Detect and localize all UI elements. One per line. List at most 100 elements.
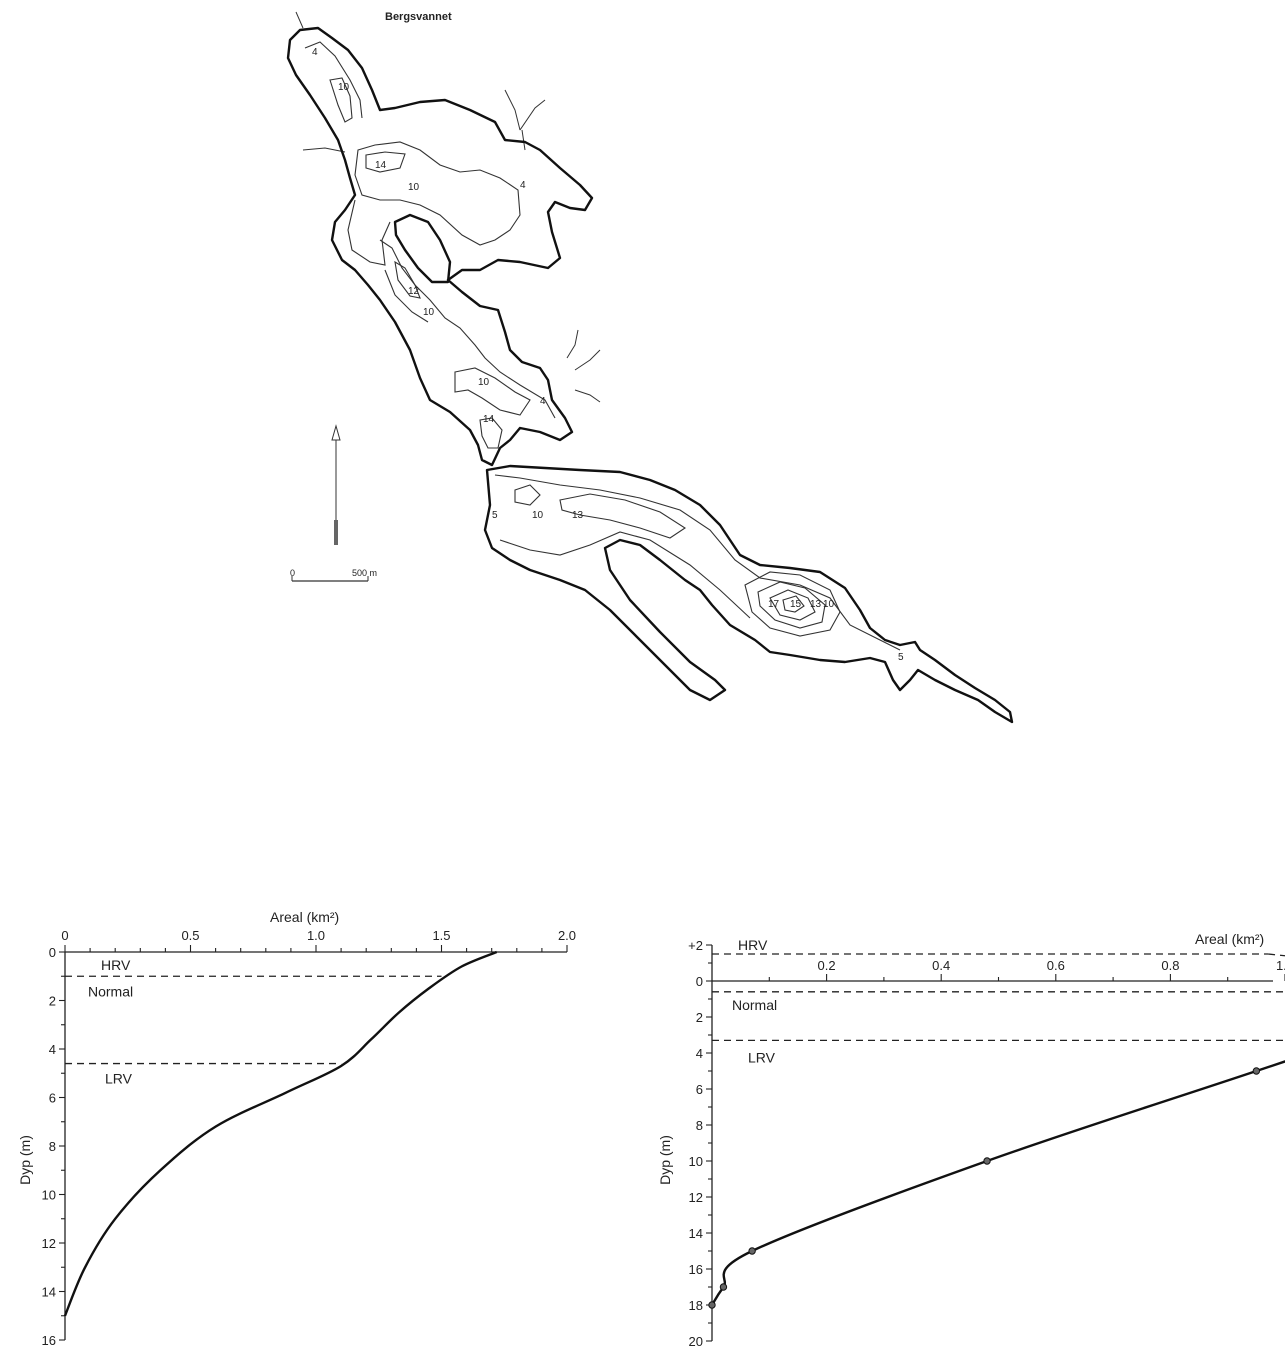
contour-label: 4 (520, 180, 526, 191)
contour-label: 14 (375, 160, 387, 171)
contour-line (559, 493, 687, 539)
stream (566, 329, 601, 403)
contour-label: 5 (492, 510, 498, 521)
level-label-lrv: LRV (748, 1049, 776, 1065)
stream (504, 89, 546, 151)
scale-label: 500 m (352, 568, 377, 578)
contour-label: 4 (312, 47, 318, 58)
y-tick-label: 0 (49, 945, 56, 960)
contour-label: 4 (540, 396, 546, 407)
contour-label: 10 (823, 599, 835, 610)
contour-label: 15 (790, 599, 802, 610)
y-axis-label: Dyp (m) (17, 1135, 33, 1185)
y-tick-label: 10 (42, 1188, 56, 1203)
y-tick-label: 18 (689, 1298, 703, 1313)
level-label-normal: Normal (88, 983, 133, 999)
y-tick-label: 0 (696, 974, 703, 989)
scale-zero: 0 (290, 568, 295, 578)
contour-line (347, 199, 391, 266)
y-tick-label: 10 (689, 1154, 703, 1169)
y-tick-label: 12 (42, 1236, 56, 1251)
x-axis-label: Areal (km²) (270, 909, 339, 925)
contour-line (782, 595, 805, 613)
y-tick-label: 2 (49, 994, 56, 1009)
island (393, 213, 452, 284)
contour-line (384, 269, 429, 323)
stream (295, 11, 304, 29)
contour-label: 10 (478, 377, 490, 388)
contour-label: 13 (572, 510, 584, 521)
y-tick-label: 2 (696, 1010, 703, 1025)
level-label-hrv: HRV (101, 957, 131, 973)
data-point (708, 1301, 716, 1309)
shoreline (483, 464, 1014, 724)
contour-label: 13 (810, 599, 822, 610)
x-tick-label: 2.0 (558, 928, 576, 943)
area-depth-chart-2: Areal (km²) Dyp (m) 0.20.40.60.81.01.21.… (657, 931, 1285, 1348)
y-tick-label: 6 (49, 1091, 56, 1106)
data-point (748, 1247, 756, 1255)
level-label-normal: Normal (732, 997, 777, 1013)
area-depth-chart-1: Areal (km²) Dyp (m) 0 0.5 1.0 1.5 2.0 0 2 4 6 8 10… (17, 909, 576, 1348)
level-label-hrv: HRV (738, 937, 768, 953)
x-tick-label: 1.0 (1276, 958, 1285, 973)
data-point (1252, 1067, 1261, 1075)
contour-label: 10 (408, 182, 420, 193)
contour-line (379, 239, 556, 419)
y-tick-label: 4 (696, 1046, 703, 1061)
contour-label: 14 (483, 414, 495, 425)
contour-line (769, 589, 816, 621)
north-arrow-icon (331, 424, 341, 545)
y-tick-label: +2 (688, 938, 703, 953)
contour-line (514, 484, 541, 506)
y-tick-label: 16 (42, 1333, 56, 1348)
y-tick-label: 8 (49, 1139, 56, 1154)
scale-bar: 0 500 m (290, 568, 377, 582)
contour-line (329, 77, 353, 123)
x-tick-label: 1.0 (307, 928, 325, 943)
contour-label: 10 (423, 307, 435, 318)
x-tick-label: 0.4 (932, 958, 950, 973)
x-tick-label: 1.5 (432, 928, 450, 943)
contour-line (744, 571, 841, 637)
area-depth-curve (63, 950, 498, 1317)
y-tick-label: 14 (689, 1226, 703, 1241)
y-tick-label: 16 (689, 1262, 703, 1277)
y-tick-label: 8 (696, 1118, 703, 1133)
contour-line (494, 474, 901, 651)
shoreline (286, 26, 594, 467)
contour-line (479, 417, 503, 449)
data-point (983, 1157, 991, 1165)
map-title: Bergsvannet (385, 11, 452, 23)
y-tick-label: 6 (696, 1082, 703, 1097)
stream (302, 147, 346, 153)
y-tick-label: 20 (689, 1334, 703, 1348)
x-tick-label: 0.8 (1161, 958, 1179, 973)
contour-label: 10 (532, 510, 544, 521)
contour-line (354, 141, 521, 246)
contour-line (365, 151, 406, 173)
contour-labels: 4 10 14 10 4 12 10 10 4 14 5 10 13 17 15… (312, 47, 904, 663)
contour-line (757, 581, 826, 629)
x-tick-label: 0 (61, 928, 68, 943)
contour-label: 17 (768, 599, 780, 610)
contour-line (454, 367, 531, 416)
x-tick-label: 0.6 (1047, 958, 1065, 973)
x-axis-label: Areal (km²) (1195, 931, 1264, 947)
contour-line (304, 41, 363, 119)
area-depth-curve (710, 1060, 1285, 1306)
contour-line (394, 260, 421, 299)
contour-label: 12 (408, 286, 420, 297)
x-tick-label: 0.2 (818, 958, 836, 973)
contour-label: 5 (898, 652, 904, 663)
y-tick-label: 14 (42, 1285, 56, 1300)
contour-line (499, 531, 751, 619)
data-point (719, 1283, 728, 1291)
contour-label: 10 (338, 82, 350, 93)
level-label-lrv: LRV (105, 1071, 133, 1087)
y-tick-label: 12 (689, 1190, 703, 1205)
x-tick-label: 0.5 (181, 928, 199, 943)
y-axis-label: Dyp (m) (657, 1135, 673, 1185)
y-tick-label: 4 (49, 1042, 56, 1057)
bathymetric-map: Bergsvannet 4 10 14 10 4 12 10 10 4 14 5… (286, 11, 1014, 724)
